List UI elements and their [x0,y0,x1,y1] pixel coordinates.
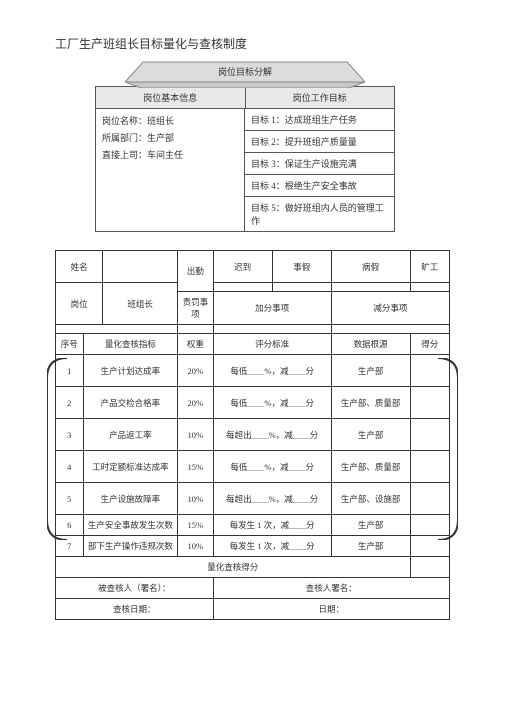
assessment-table: 姓名 出勤 迟到 事假 病假 旷工 岗位 班组长 责罚事项 加分事项 减分事项 [55,250,450,620]
cell-std: 每超出＿＿%，减＿＿分 [213,483,331,515]
info-head-right: 岗位工作目标 [246,87,395,109]
cell-src: 生产部、质量部 [331,451,410,483]
label-leave: 事假 [272,251,331,283]
info-box: 岗位基本信息 岗位工作目标 岗位名称：班组长 所属部门：生产部 直接上司：车间主… [95,86,395,232]
cell-score [410,451,449,483]
col-no: 序号 [56,334,84,355]
basic-line: 所属部门：生产部 [102,130,238,147]
blank-cell [213,283,272,292]
cell-std: 每低＿＿%，减＿＿分 [213,451,331,483]
blank-cell [56,325,178,334]
goal-item: 目标 3：保证生产设施完满 [245,153,394,175]
foot-signed-by: 被查核人（署名）： [56,578,214,599]
goal-item: 目标 5：做好班组内人员的管理工作 [245,197,394,231]
cell-no: 7 [56,536,84,557]
cell-no: 4 [56,451,84,483]
cell-src: 生产部、质量部 [331,387,410,419]
cell-src: 生产部 [331,419,410,451]
cell-idx: 部下生产操作违规次数 [83,536,178,557]
blank-cell [410,283,449,292]
cell-no: 1 [56,355,84,387]
cell-src: 生产部、设施部 [331,483,410,515]
foot-date2: 日期： [213,599,449,620]
page-title: 工厂生产班组长目标量化与查核制度 [55,35,450,52]
cell-score [410,483,449,515]
cell-idx: 生产计划达成率 [83,355,178,387]
cell-w: 15% [178,515,213,536]
cell-no: 2 [56,387,84,419]
cell-std: 每低＿＿%，减＿＿分 [213,387,331,419]
cell-w: 20% [178,355,213,387]
cell-score [410,387,449,419]
blank-cell [331,283,410,292]
cell-idx: 产品交检合格率 [83,387,178,419]
foot-date1: 查核日期： [56,599,214,620]
goal-item: 目标 2：提升班组产质量量 [245,131,394,153]
label-sub: 减分事项 [331,292,449,325]
banner-trapezoid: 岗位目标分解 [125,60,365,86]
blank-cell [331,325,449,334]
sum-score [410,557,449,578]
cell-score [410,355,449,387]
blank-cell [178,325,213,334]
table-row: 4 工时定额标准达成率 15% 每低＿＿%，减＿＿分 生产部、质量部 [56,451,450,483]
table-row: 5 生产设施故障率 10% 每超出＿＿%，减＿＿分 生产部、设施部 [56,483,450,515]
label-role: 班组长 [103,283,178,325]
cell-std: 每发生 1 次，减＿＿分 [213,515,331,536]
goals-list: 目标 1：达成班组生产任务 目标 2：提升班组产质量量 目标 3：保证生产设施完… [245,109,394,231]
label-name: 姓名 [56,251,103,283]
cell-no: 5 [56,483,84,515]
label-add: 加分事项 [213,292,331,325]
label-attendance: 出勤 [178,251,213,292]
basic-line: 岗位名称：班组长 [102,113,238,130]
label-late: 迟到 [213,251,272,283]
blank-cell [103,251,178,283]
label-sick: 病假 [331,251,410,283]
cell-src: 生产部 [331,515,410,536]
table-row: 6 生产安全事故发生次数 15% 每发生 1 次，减＿＿分 生产部 [56,515,450,536]
cell-score [410,515,449,536]
cell-std: 每低＿＿%，减＿＿分 [213,355,331,387]
cell-std: 每超出＿＿%，减＿＿分 [213,419,331,451]
label-resp: 责罚事项 [178,292,213,325]
cell-w: 10% [178,483,213,515]
foot-assessor: 查核人署名： [213,578,449,599]
table-row: 1 生产计划达成率 20% 每低＿＿%，减＿＿分 生产部 [56,355,450,387]
col-weight: 权重 [178,334,213,355]
table-row: 7 部下生产操作违规次数 10% 每发生 1 次，减＿＿分 生产部 [56,536,450,557]
cell-w: 10% [178,536,213,557]
basic-line: 直接上司：车间主任 [102,147,238,164]
blank-cell [272,283,331,292]
info-head-left: 岗位基本信息 [96,87,246,109]
label-post: 岗位 [56,283,103,325]
cell-w: 15% [178,451,213,483]
basic-info: 岗位名称：班组长 所属部门：生产部 直接上司：车间主任 [96,109,245,231]
cell-src: 生产部 [331,355,410,387]
goal-item: 目标 1：达成班组生产任务 [245,109,394,131]
col-index: 量化查核指标 [83,334,178,355]
cell-no: 6 [56,515,84,536]
cell-idx: 工时定额标准达成率 [83,451,178,483]
col-score: 得分 [410,334,449,355]
table-row: 2 产品交检合格率 20% 每低＿＿%，减＿＿分 生产部、质量部 [56,387,450,419]
banner-label: 岗位目标分解 [125,65,365,78]
cell-w: 10% [178,419,213,451]
cell-idx: 产品返工率 [83,419,178,451]
cell-idx: 生产设施故障率 [83,483,178,515]
goal-decomposition-block: 岗位目标分解 岗位基本信息 岗位工作目标 岗位名称：班组长 所属部门：生产部 直… [95,60,395,232]
cell-w: 20% [178,387,213,419]
col-standard: 评分标准 [213,334,331,355]
table-row: 3 产品返工率 10% 每超出＿＿%，减＿＿分 生产部 [56,419,450,451]
cell-src: 生产部 [331,536,410,557]
col-source: 数据根源 [331,334,410,355]
cell-score [410,419,449,451]
cell-idx: 生产安全事故发生次数 [83,515,178,536]
cell-std: 每发生 1 次，减＿＿分 [213,536,331,557]
goal-item: 目标 4：根绝生产安全事故 [245,175,394,197]
label-absent: 旷工 [410,251,449,283]
cell-score [410,536,449,557]
blank-cell [213,325,331,334]
sum-label: 量化查核得分 [56,557,411,578]
cell-no: 3 [56,419,84,451]
